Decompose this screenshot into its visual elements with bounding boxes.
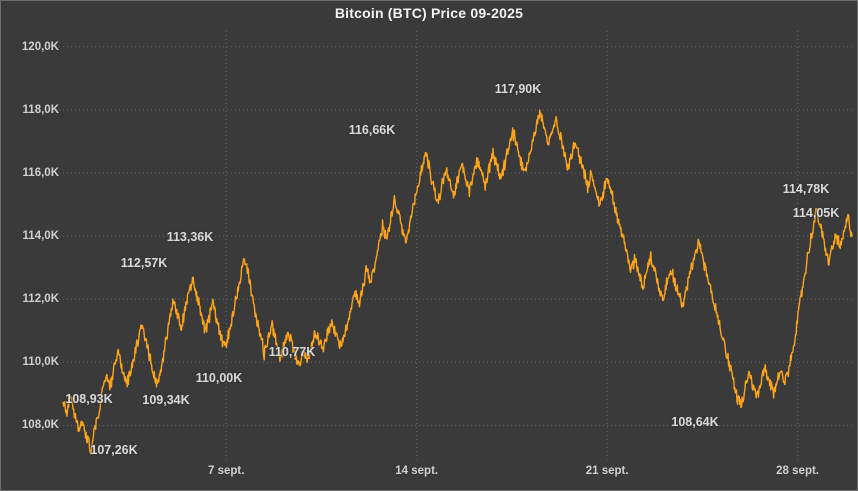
chart-title: Bitcoin (BTC) Price 09-2025 [334, 5, 524, 21]
data-point-label: 108,93K [65, 392, 113, 406]
y-axis-tick-label: 110,0K [22, 356, 59, 369]
y-axis-tick-label: 116,0K [22, 167, 59, 179]
data-point-label: 114,78K [782, 182, 830, 196]
y-axis-tick-label: 114,0K [22, 230, 59, 243]
price-line [62, 109, 853, 455]
x-axis-tick-label: 21 sept. [585, 465, 629, 477]
data-point-label: 112,57K [120, 256, 168, 270]
data-point-label: 107,26K [90, 443, 138, 457]
y-axis-tick-label: 118,0K [22, 103, 59, 116]
horizontal-gridlines [59, 46, 852, 426]
data-point-label: 114,05K [792, 206, 840, 220]
y-axis-tick-label: 112,0K [22, 293, 59, 306]
y-axis-tick-label: 120,0K [21, 40, 59, 53]
x-axis-tick-label: 28 sept. [776, 465, 819, 477]
data-point-label: 110,77K [268, 345, 316, 359]
x-axis-tick-label: 7 sept. [208, 465, 245, 477]
data-point-label: 110,00K [195, 371, 243, 385]
data-point-label: 113,36K [166, 230, 214, 244]
data-point-label: 117,90K [494, 82, 542, 96]
data-point-label: 108,64K [671, 415, 719, 429]
y-axis-tick-label: 108,0K [21, 419, 59, 432]
data-point-label: 116,66K [348, 123, 396, 137]
data-point-label: 109,34K [142, 393, 190, 407]
x-axis-tick-label: 14 sept. [395, 465, 439, 477]
